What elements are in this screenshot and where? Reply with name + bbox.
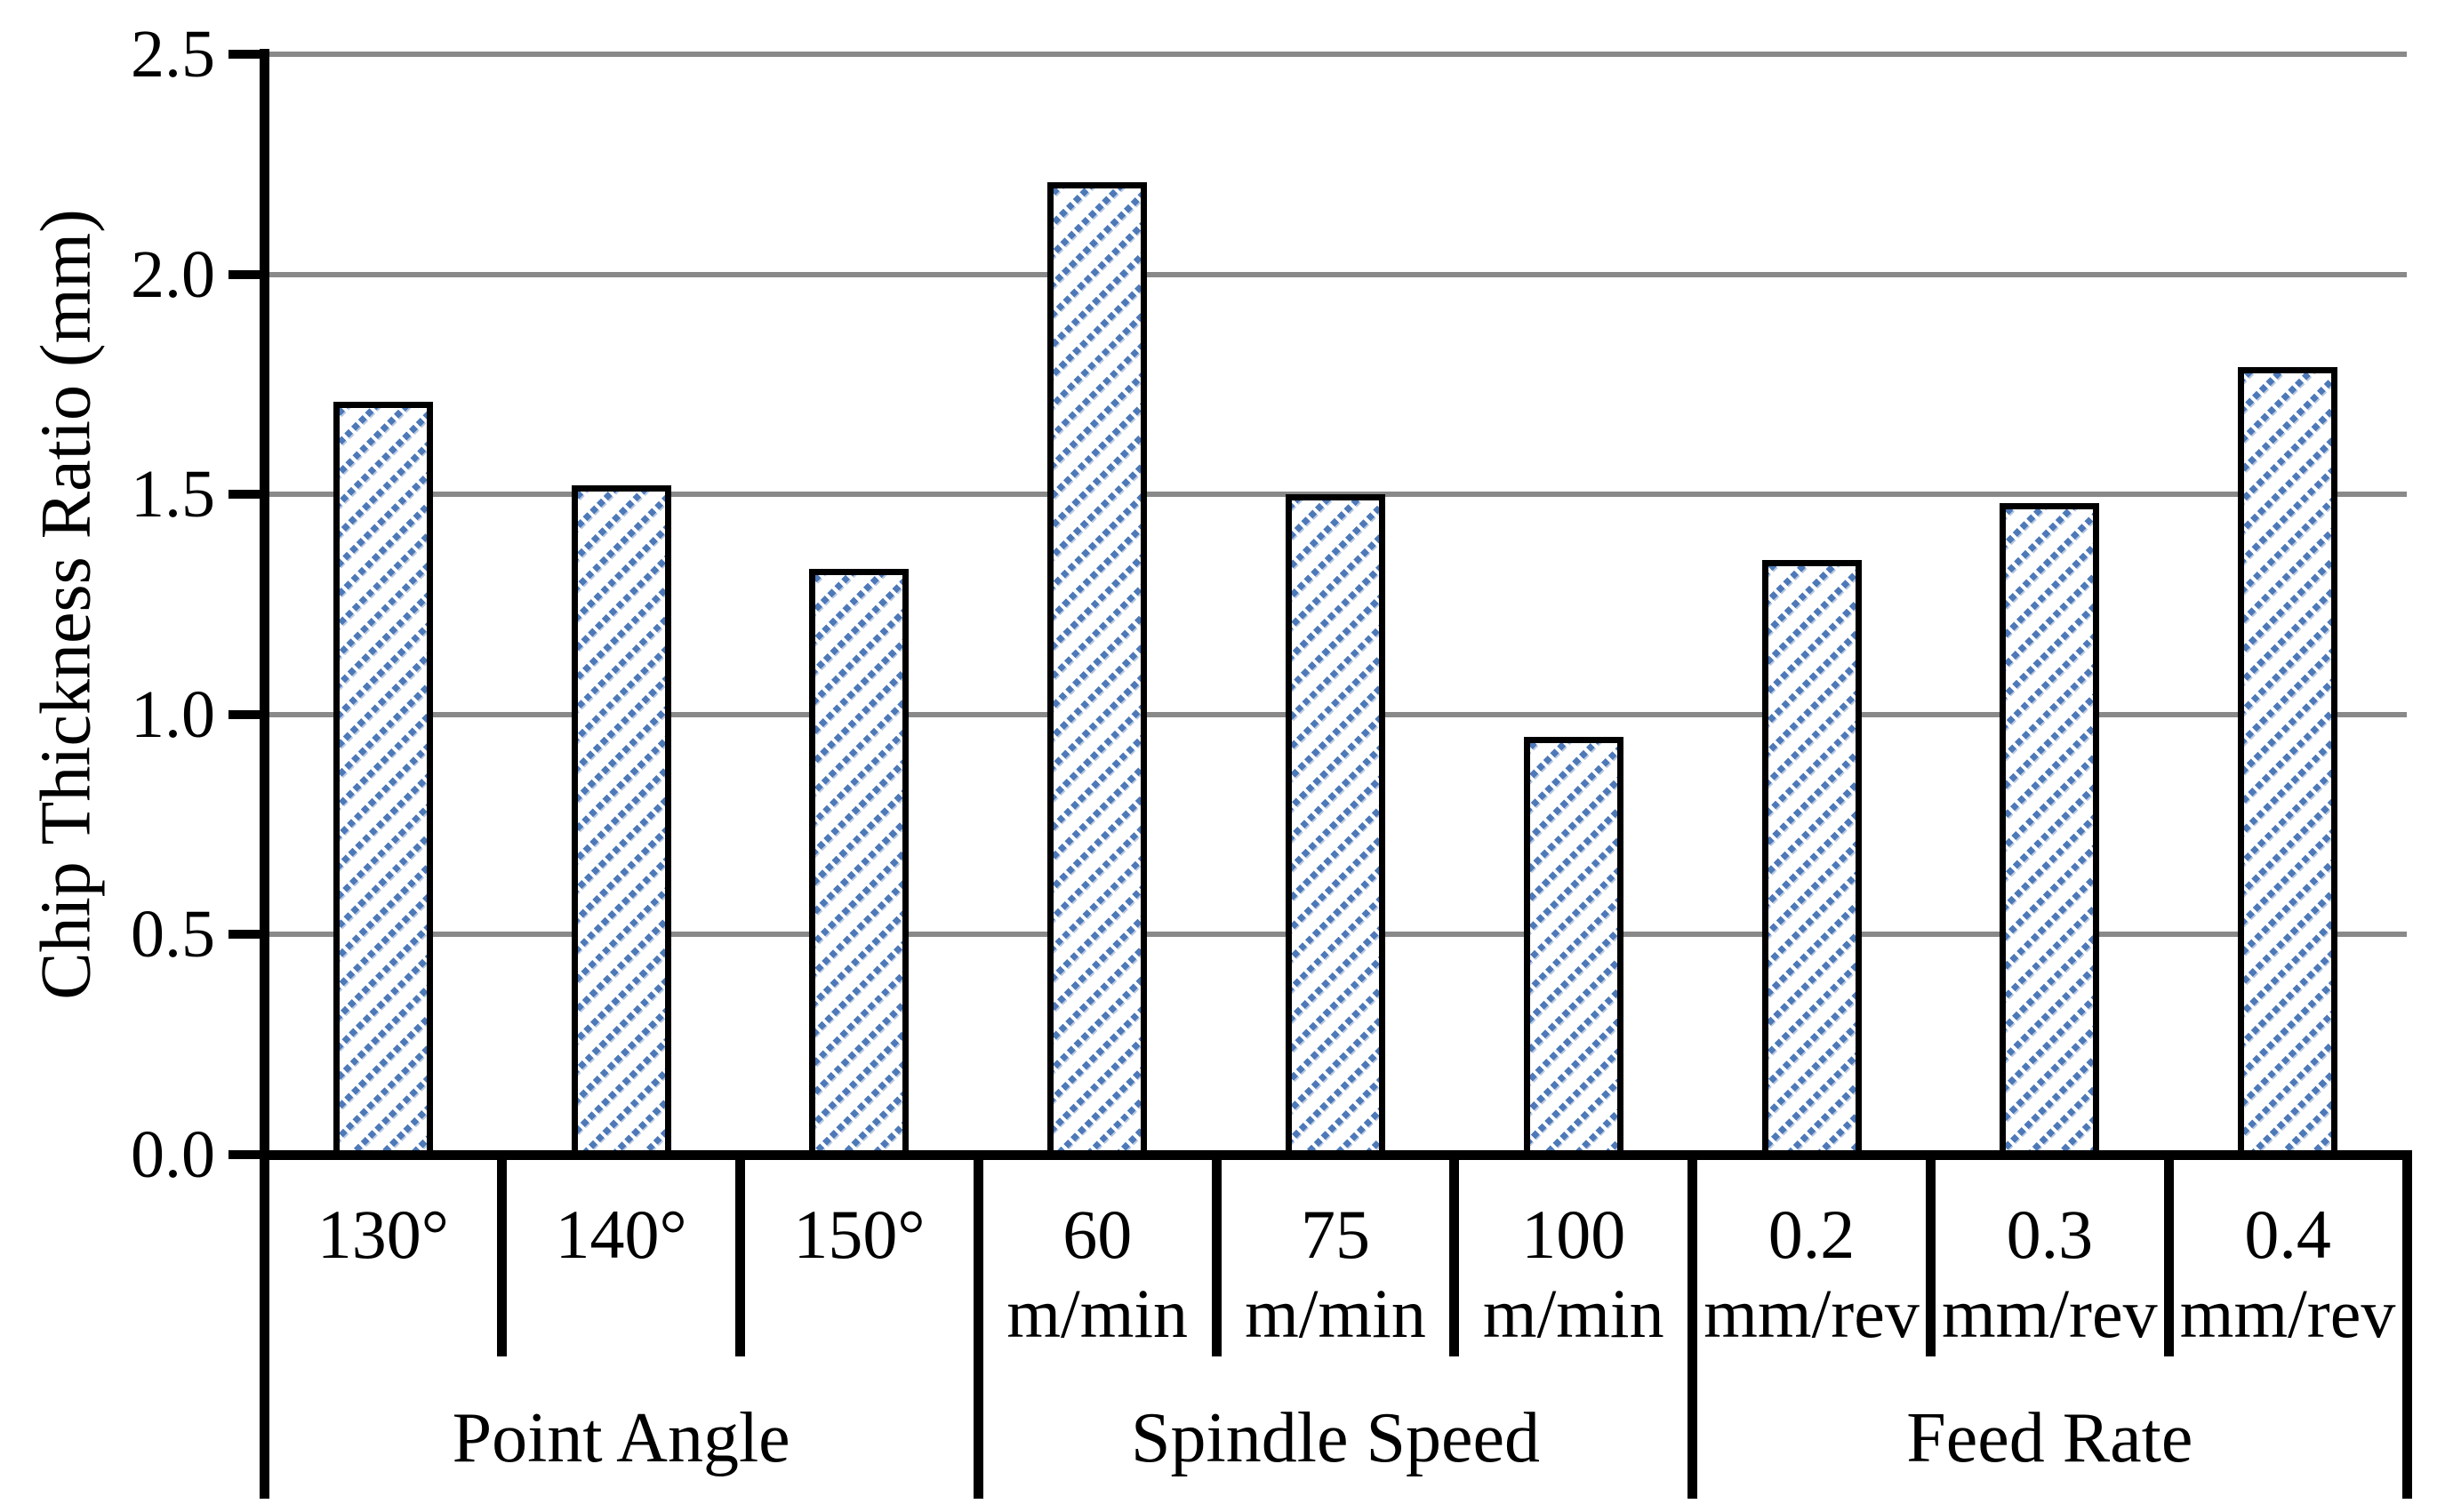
bar [2238, 366, 2338, 1159]
category-label: 100 m/min [1455, 1195, 1693, 1353]
category-separator [2163, 1159, 2174, 1356]
category-label: 0.3 mm/rev [1930, 1195, 2168, 1353]
category-label: 60 m/min [978, 1195, 1216, 1353]
group-separator [1687, 1159, 1698, 1499]
category-label-line: m/min [1006, 1275, 1189, 1352]
group-label: Point Angle [452, 1399, 790, 1477]
y-axis-line [259, 49, 269, 1499]
y-tick-mark [228, 709, 264, 719]
category-separator [1449, 1159, 1460, 1356]
y-tick-mark [228, 50, 264, 59]
category-axis-right-border [2401, 1149, 2412, 1499]
category-label: 0.2 mm/rev [1693, 1195, 1931, 1353]
category-separator [1925, 1159, 1936, 1356]
y-tick-label: 0.0 [131, 1117, 215, 1192]
category-label: 75 m/min [1216, 1195, 1455, 1353]
group-label: Feed Rate [1906, 1399, 2193, 1477]
category-label-line: mm/rev [1942, 1275, 2158, 1352]
y-axis-title: Chip Thickness Ratio (mm) [27, 209, 106, 1000]
bar [333, 402, 433, 1159]
category-label-line: mm/rev [1703, 1275, 1920, 1352]
category-label-line: 140° [555, 1196, 687, 1273]
y-tick-mark [228, 269, 264, 279]
y-tick-mark [228, 1150, 264, 1159]
y-tick-label: 1.5 [131, 457, 215, 532]
category-label-line: 0.2 [1768, 1196, 1856, 1273]
bar [809, 569, 910, 1159]
bar [571, 485, 671, 1159]
y-tick-label: 1.0 [131, 676, 215, 752]
bar [1523, 736, 1623, 1159]
y-tick-label: 2.5 [131, 17, 215, 92]
gridline [264, 271, 2407, 277]
y-tick-label: 2.0 [131, 236, 215, 312]
category-label: 0.4 mm/rev [2168, 1195, 2407, 1353]
y-tick-mark [228, 930, 264, 940]
category-label-line: 150° [793, 1196, 926, 1273]
bar [1047, 181, 1148, 1159]
category-label: 150° [741, 1195, 979, 1274]
bar [2000, 503, 2100, 1159]
category-label-line: 60 [1062, 1196, 1133, 1273]
gridline [264, 52, 2407, 57]
category-label-line: m/min [1245, 1275, 1426, 1352]
group-label: Spindle Speed [1131, 1399, 1540, 1477]
y-tick-label: 0.5 [131, 897, 215, 972]
category-label-line: 100 [1521, 1196, 1626, 1273]
category-label-line: mm/rev [2179, 1275, 2396, 1352]
group-separator [973, 1159, 983, 1499]
category-label-line: 0.4 [2244, 1196, 2331, 1273]
category-label-line: 75 [1300, 1196, 1370, 1273]
y-tick-mark [228, 490, 264, 500]
category-separator [497, 1159, 508, 1356]
bar [1286, 494, 1385, 1159]
category-label-line: 130° [317, 1196, 449, 1273]
category-separator [735, 1159, 746, 1356]
category-separator [1211, 1159, 1222, 1356]
category-label: 130° [264, 1195, 502, 1274]
category-label: 140° [502, 1195, 741, 1274]
category-label-line: m/min [1482, 1275, 1664, 1352]
category-label-line: 0.3 [2006, 1196, 2094, 1273]
bar [1761, 560, 1862, 1159]
x-axis-line [259, 1149, 2412, 1160]
